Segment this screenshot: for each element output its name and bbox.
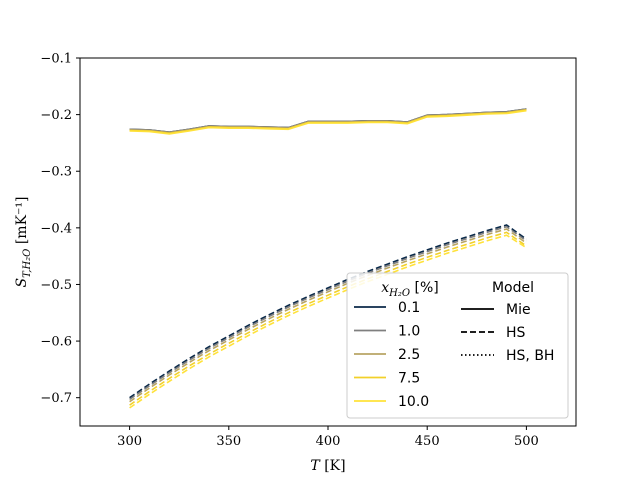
series-line-hs-2-5 (129, 228, 527, 403)
legend-label-0-1: 0.1 (398, 300, 420, 316)
series-line-hs-10-0 (129, 234, 527, 409)
legend-label-1-0: 1.0 (398, 324, 420, 340)
y-tick-label: −0.6 (40, 335, 72, 350)
series-line-hs-1-0 (129, 225, 527, 401)
y-tick-label: −0.5 (40, 278, 72, 293)
legend-box (346, 272, 569, 419)
x-tick-label: 400 (316, 434, 341, 449)
y-axis-label: ST,H₂O [mK⁻¹] (14, 196, 33, 287)
series-line-hs-7-5 (129, 231, 527, 406)
y-axis: −0.7 −0.6 −0.5 −0.4 −0.3 −0.2 −0.1 (40, 52, 80, 406)
plot-lines (129, 108, 527, 409)
series-line-mie-1-0 (129, 108, 527, 134)
x-tick-label: 500 (514, 434, 539, 449)
x-tick-label: 300 (117, 434, 142, 449)
x-tick-label: 450 (415, 434, 440, 449)
y-tick-label: −0.7 (40, 391, 72, 406)
series-line-mie-10-0 (129, 109, 527, 135)
legend-composition-title: xH₂O [%] (381, 280, 439, 299)
x-axis-label: T [K] (310, 458, 345, 474)
y-tick-label: −0.2 (40, 108, 72, 123)
legend: xH₂O [%] Model 0.1 1.0 2.5 7.5 10.0 Mie HS HS,… (346, 272, 569, 419)
x-axis: 300 350 400 450 500 (117, 426, 539, 449)
legend-compositions: 0.1 1.0 2.5 7.5 10.0 (354, 300, 429, 410)
x-tick-label: 350 (216, 434, 241, 449)
legend-model-title: Model (492, 280, 534, 296)
legend-models: Mie HS HS, BH (461, 302, 554, 364)
y-tick-label: −0.4 (40, 221, 72, 236)
legend-label-dashed: HS (506, 325, 526, 341)
y-tick-label: −0.3 (40, 165, 72, 180)
legend-label-2-5: 2.5 (398, 347, 420, 363)
legend-label-10-0: 10.0 (398, 394, 429, 410)
series-line-hs-0-1 (129, 224, 527, 399)
legend-label-solid: Mie (506, 302, 531, 318)
y-tick-label: −0.1 (40, 52, 72, 67)
legend-label-7-5: 7.5 (398, 371, 420, 387)
legend-label-dotted: HS, BH (506, 348, 554, 364)
